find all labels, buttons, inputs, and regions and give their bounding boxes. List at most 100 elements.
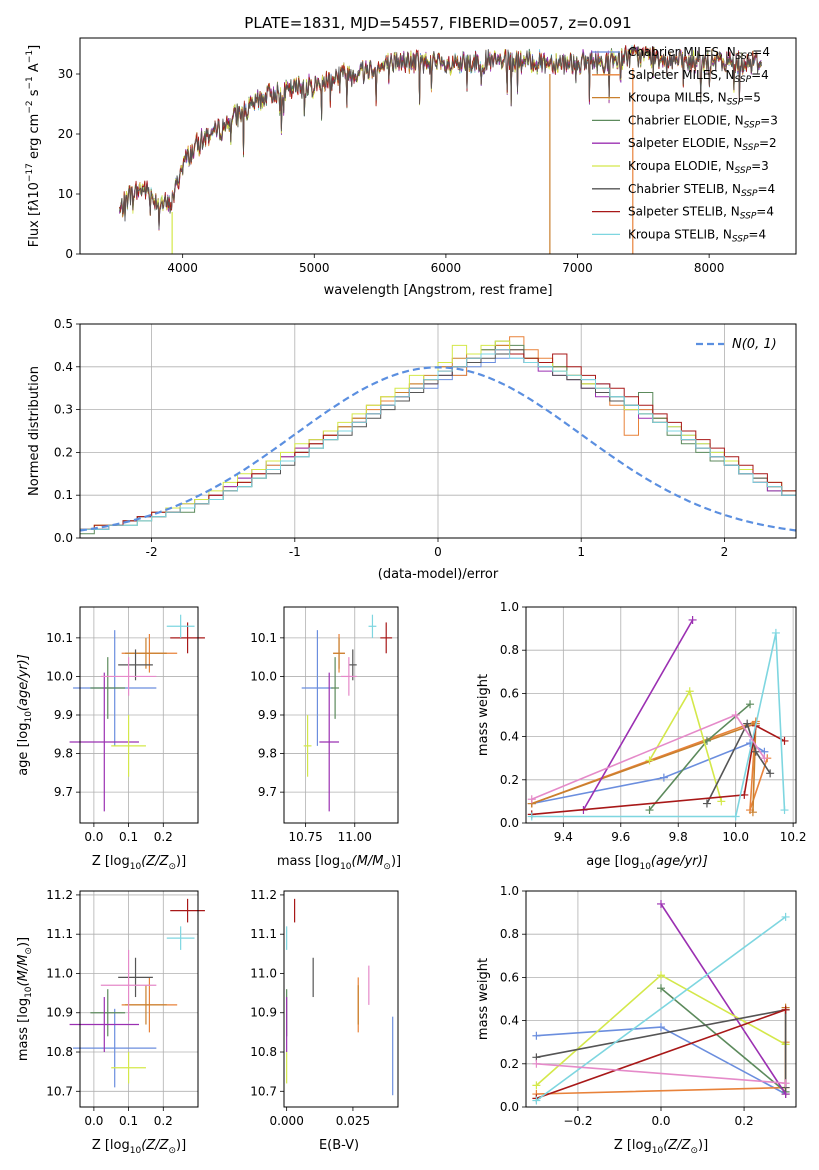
weight-point	[657, 984, 665, 993]
wAge-x-label-sub: 10	[639, 862, 651, 872]
y-tick-label: 1.0	[500, 884, 519, 898]
wZ-y-label: mass weight	[476, 958, 491, 1040]
y-tick-label: 11.1	[46, 927, 73, 941]
y-tick-label: 0.4	[500, 1014, 519, 1028]
spectrum-panel: Chabrier MILES, NSSP=4 Salpeter MILES, NS…	[25, 37, 797, 298]
x-tick-label: 9.6	[611, 830, 630, 844]
weight-point	[731, 711, 740, 719]
ageZ-x-label-sun: ⊙	[168, 862, 176, 872]
weight-point	[702, 799, 711, 808]
ageZ-y-label: age [log10(age/yr)]	[16, 654, 34, 776]
spectrum-legend-label: Salpeter ELODIE, NSSP=2	[628, 136, 777, 153]
residuals-frame	[79, 323, 797, 539]
mZ-y-label-sub: 10	[24, 986, 34, 998]
y-tick-label: 0.3	[54, 403, 73, 417]
ageZ-y-label-end: (age/yr)]	[16, 654, 31, 711]
residual-histogram	[80, 349, 796, 530]
spectrum-legend-label: Chabrier STELIB, NSSP=4	[628, 182, 775, 199]
ageZ-x-label: Z [log10(Z/Z⊙)]	[92, 854, 186, 872]
mZ-x-label-main: Z [log	[92, 1138, 130, 1153]
weight-point	[532, 1059, 541, 1068]
y-tick-label: 9.7	[54, 785, 73, 799]
wZ-x-label-tail: )]	[698, 1138, 708, 1153]
wAge-x-label-main: age [log	[586, 854, 639, 869]
x-tick-label: 5000	[299, 261, 330, 275]
spectrum-line	[119, 46, 762, 230]
y-tick-label: 10.7	[250, 1084, 277, 1098]
weight-point	[771, 628, 780, 637]
x-tick-label: 4000	[167, 261, 198, 275]
y-tick-label: 0.0	[500, 816, 519, 830]
wZ-x-label-end: (Z/Z	[663, 1138, 691, 1153]
spectrum-legend-label: Salpeter STELIB, NSSP=4	[628, 205, 774, 222]
spectrum-x-label: wavelength [Angstrom, rest frame]	[324, 283, 553, 298]
residuals-grid: -2 -1 0 1 2 0.0 0.1 0.2 0.3 0.4 0.5	[54, 317, 796, 559]
y-tick-label: 1.0	[500, 600, 519, 614]
x-tick-label: 1	[577, 545, 585, 559]
x-tick-label: -1	[289, 545, 301, 559]
y-tick-label: 0.2	[500, 1057, 519, 1071]
y-tick-label: 10.7	[46, 1084, 73, 1098]
mass-vs-metallicity-panel: 0.0 0.1 0.2 10.7 10.8 10.9 11.0 11.1 11.2	[46, 888, 205, 1128]
panel-grid: 10.75 11.00 9.7 9.8 9.9 10.0 10.1	[250, 607, 398, 844]
weight-point	[532, 1031, 541, 1040]
x-tick-label: 6000	[431, 261, 462, 275]
ageM-x-label-end: (M/M	[352, 854, 384, 869]
y-tick-label: 9.8	[54, 747, 73, 761]
ageZ-y-label-main: age [log	[16, 723, 31, 776]
x-tick-label: −0.2	[563, 1114, 592, 1128]
spectrum-y-ticks: 0 10 20 30	[58, 67, 80, 261]
wZ-x-label-main: Z [log	[614, 1138, 652, 1153]
mass-vs-extinction-panel: 0.000 0.025 10.7 10.8 10.9 11.0 11.1 11.2	[250, 888, 399, 1128]
y-tick-label: 0.5	[54, 317, 73, 331]
y-tick-label: 0.6	[500, 970, 519, 984]
weight-line	[531, 632, 786, 818]
panel-grid: 0.000 0.025 10.7 10.8 10.9 11.0 11.1 11.2	[250, 888, 370, 1128]
y-tick-label: 0.2	[500, 773, 519, 787]
weight-point	[532, 1081, 541, 1090]
residuals-legend: N(0, 1)	[696, 337, 777, 352]
x-tick-label: 0.2	[735, 1114, 754, 1128]
age-vs-mass-panel: 10.75 11.00 9.7 9.8 9.9 10.0 10.1	[250, 606, 399, 844]
spectrum-legend-label: Kroupa MILES, NSSP=5	[628, 91, 761, 108]
weight-point	[766, 769, 775, 778]
x-tick-label: 7000	[562, 261, 593, 275]
weight-point	[717, 797, 726, 806]
panel-grid: 0.0 0.1 0.2 9.7 9.8 9.9 10.0 10.1	[46, 607, 198, 844]
spectrum-lines	[119, 44, 762, 254]
x-tick-label: 11.00	[338, 830, 372, 844]
weight-line	[535, 916, 787, 1102]
spectrum-legend-label: Kroupa STELIB, NSSP=4	[628, 227, 766, 244]
spectrum-y-label: Flux [fλ10−17 erg cm−2 s−1 A−1]	[25, 45, 42, 247]
y-tick-label: 10.9	[250, 1006, 277, 1020]
mZ-x-label-sub: 10	[130, 1146, 142, 1156]
residuals-x-label: (data-model)/error	[378, 567, 499, 582]
spectrum-legend-label: Kroupa ELODIE, NSSP=3	[628, 159, 769, 176]
panel-frame	[525, 890, 797, 1108]
weight-point	[645, 756, 654, 765]
weight-point	[780, 806, 789, 815]
residuals-panel: -2 -1 0 1 2 0.0 0.1 0.2 0.3 0.4 0.5 N(0, 1) (data-…	[27, 317, 797, 582]
panel-frame	[79, 606, 199, 824]
ageZ-x-label-end: (Z/Z	[141, 854, 169, 869]
y-tick-label: 10.1	[46, 631, 73, 645]
y-tick-label: 11.0	[250, 966, 277, 980]
wAge-x-label: age [log10(age/yr)]	[586, 854, 708, 872]
weight-line	[660, 987, 787, 1093]
y-tick-label: 20	[58, 127, 73, 141]
ageZ-x-label-tail: )]	[176, 854, 186, 869]
y-tick-label: 10.8	[46, 1045, 73, 1059]
mZ-x-label-tail: )]	[176, 1138, 186, 1153]
mZ-y-label-main: mass [log	[16, 998, 31, 1061]
y-tick-label: 0.6	[500, 686, 519, 700]
y-tick-label: 9.9	[258, 708, 277, 722]
y-tick-label: 0.8	[500, 643, 519, 657]
y-tick-label: 10	[58, 187, 73, 201]
ageM-x-label-sub: 10	[340, 862, 352, 872]
mZ-x-label-sun: ⊙	[168, 1146, 176, 1156]
y-tick-label: 10.9	[46, 1006, 73, 1020]
y-tick-label: 10.8	[250, 1045, 277, 1059]
weight-point	[657, 1023, 665, 1032]
weight-vs-metallicity-panel: −0.2 0.0 0.2 0.0 0.2 0.4 0.6 0.8 1.0	[500, 884, 797, 1128]
x-tick-label: 0.000	[269, 1114, 303, 1128]
